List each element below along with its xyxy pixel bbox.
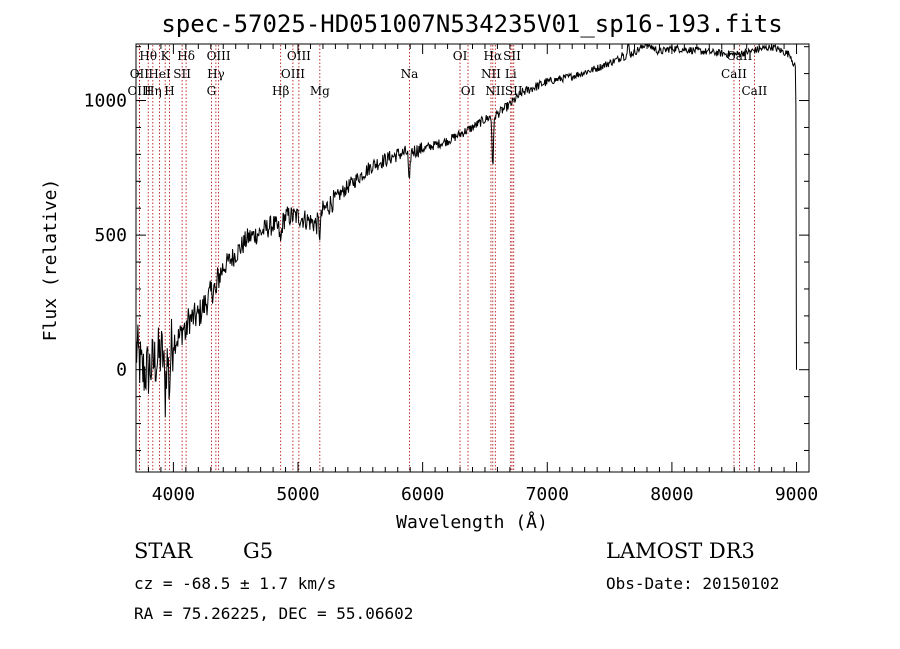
observation-date: Obs-Date: 20150102: [606, 574, 779, 593]
line-label: Li: [505, 67, 517, 81]
line-label: G: [207, 84, 217, 98]
x-tick-label: 5000: [276, 484, 319, 505]
line-label: H: [164, 84, 174, 98]
sky-coordinates: RA = 75.26225, DEC = 55.06602: [134, 604, 413, 623]
spectral-subclass: G5: [243, 539, 273, 563]
x-tick-label: 4000: [152, 484, 195, 505]
line-label: CaII: [721, 67, 747, 81]
line-label: OIII: [127, 84, 151, 98]
redshift-velocity: cz = -68.5 ± 1.7 km/s: [134, 574, 336, 593]
line-label: Hη: [144, 84, 162, 98]
line-label: Mg: [310, 84, 330, 98]
line-label: Hγ: [207, 67, 225, 81]
object-class: STAR: [134, 539, 193, 563]
x-tick-label: 6000: [401, 484, 444, 505]
line-label: Hβ: [272, 84, 289, 98]
line-label: Hθ: [139, 49, 157, 63]
plot-frame: [135, 43, 810, 473]
y-axis-ticks: 0 500 1000: [84, 46, 809, 451]
x-tick-label: 9000: [775, 484, 818, 505]
line-label: NII: [481, 67, 501, 81]
line-label: K: [161, 49, 171, 63]
x-tick-label: 8000: [650, 484, 693, 505]
line-label: SII: [505, 84, 523, 98]
chart-title: spec-57025-HD051007N534235V01_sp16-193.f…: [161, 10, 782, 38]
y-tick-label: 0: [116, 360, 127, 381]
line-label: OIII: [281, 67, 305, 81]
line-label: OI: [453, 49, 468, 63]
line-label: OIII: [207, 49, 231, 63]
line-label: SII: [503, 49, 521, 63]
y-axis-label: Flux (relative): [40, 179, 61, 342]
line-label: SII: [173, 67, 191, 81]
line-label: NII: [485, 84, 505, 98]
x-tick-label: 7000: [526, 484, 569, 505]
line-label: Hδ: [177, 49, 195, 63]
line-label: Na: [401, 67, 419, 81]
y-tick-label: 1000: [84, 91, 127, 112]
survey-name: LAMOST DR3: [606, 539, 755, 563]
line-label: OI: [461, 84, 476, 98]
x-axis-ticks: 4000 5000 6000 7000 8000 9000: [147, 44, 818, 505]
line-label: OIII: [287, 49, 311, 63]
spectral-line-markers: [138, 45, 755, 471]
line-label: Hα: [484, 49, 503, 63]
spectral-line-labels: HθOIIOIIIHηHeIKHSIIHδGHγOIIIHβOIIIOIIIMg…: [127, 49, 767, 98]
y-tick-label: 500: [94, 225, 127, 246]
x-axis-label: Wavelength (Å): [396, 511, 548, 533]
line-label: CaII: [741, 84, 767, 98]
spectrum-line: [135, 43, 797, 418]
line-label: HeI: [148, 67, 171, 81]
